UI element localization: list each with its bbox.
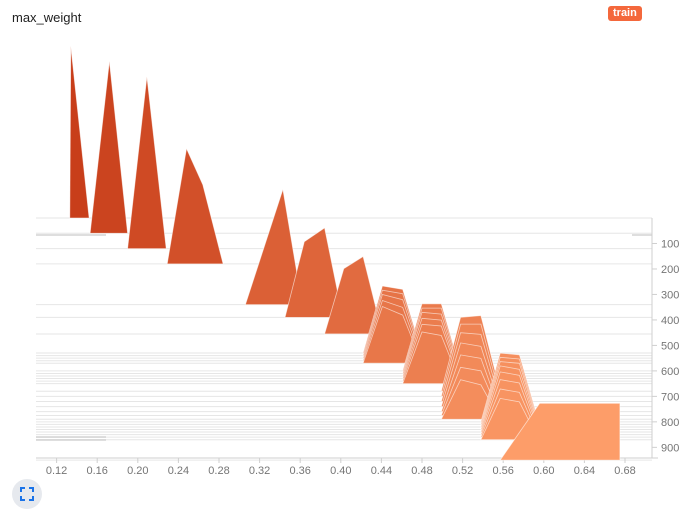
histogram-slice (244, 189, 303, 306)
y-tick-label: 800 (661, 417, 679, 429)
x-tick-label: 0.24 (168, 465, 189, 477)
x-tick-label: 0.68 (614, 465, 635, 477)
y-tick-label: 500 (661, 340, 679, 352)
histogram-slice (402, 331, 462, 385)
y-tick-label: 400 (661, 315, 679, 327)
histogram-slice (362, 305, 423, 364)
x-tick-label: 0.36 (289, 465, 310, 477)
x-tick-label: 0.20 (127, 465, 148, 477)
y-tick-label: 700 (661, 391, 679, 403)
x-tick-label: 0.48 (411, 465, 432, 477)
fit-to-screen-button[interactable] (12, 479, 42, 509)
histogram-layer (69, 45, 621, 461)
y-tick-label: 100 (661, 238, 679, 250)
x-tick-label: 0.12 (46, 465, 67, 477)
x-tick-label: 0.40 (330, 465, 351, 477)
chart-title: max_weight (12, 10, 82, 25)
axis-layer: 0.12 0.16 0.20 0.24 0.28 0.32 0.36 0.40 0.44 0.48… (36, 218, 679, 477)
x-tick-label: 0.16 (86, 465, 107, 477)
histogram-slice (499, 402, 621, 461)
histogram-slice (127, 76, 167, 250)
histogram-slice (166, 147, 224, 265)
x-tick-label: 0.60 (533, 465, 554, 477)
x-tick-label: 0.56 (492, 465, 513, 477)
y-tick-label: 900 (661, 442, 679, 454)
histogram-slice (324, 255, 383, 335)
x-tick-label: 0.44 (371, 465, 392, 477)
histogram-slice (69, 45, 90, 219)
x-tick-label: 0.28 (208, 465, 229, 477)
y-tick-label: 200 (661, 264, 679, 276)
x-tick-label: 0.32 (249, 465, 270, 477)
y-tick-label: 600 (661, 366, 679, 378)
fit-to-screen-icon (20, 487, 34, 501)
histogram-slice (89, 61, 129, 234)
run-badge[interactable]: train (608, 6, 642, 21)
x-tick-label: 0.64 (574, 465, 595, 477)
x-tick-label: 0.52 (452, 465, 473, 477)
y-tick-label: 300 (661, 289, 679, 301)
histogram-slice (284, 227, 344, 318)
